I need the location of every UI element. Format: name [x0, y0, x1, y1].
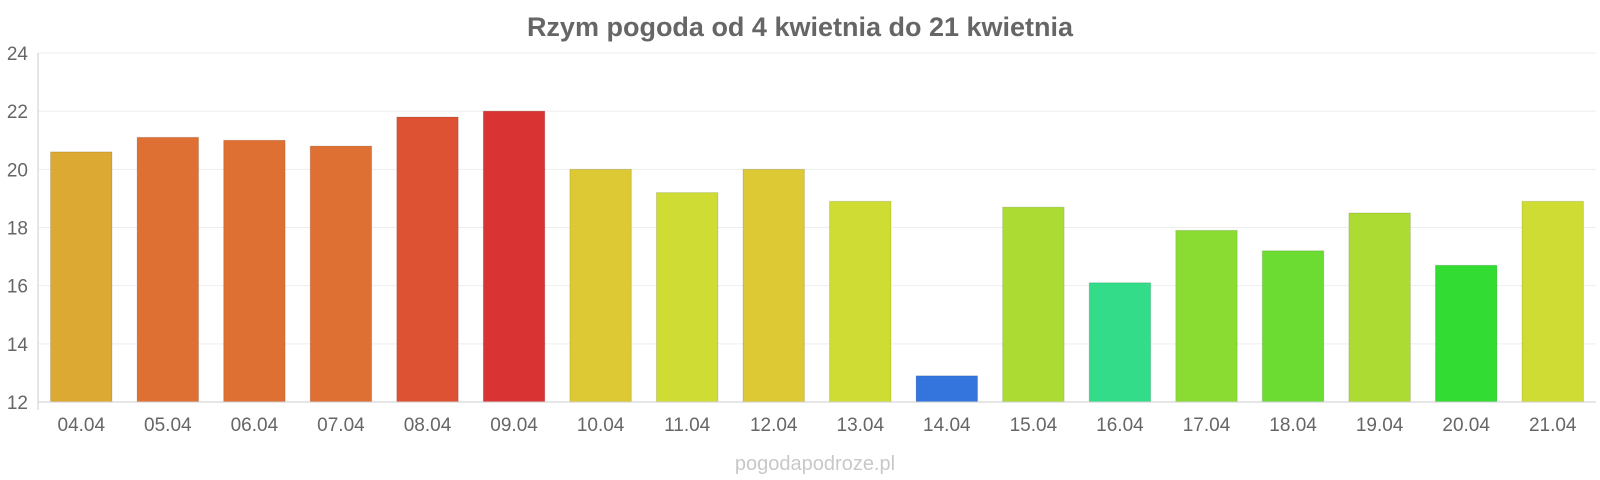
y-tick-label: 24: [7, 44, 29, 65]
x-tick-label: 19.04: [1356, 415, 1404, 436]
x-tick-label: 13.04: [837, 415, 885, 436]
y-tick-label: 18: [7, 219, 28, 240]
y-axis: 12 14 16 18 20 22 24: [7, 44, 39, 414]
bar-12.04: [742, 168, 805, 403]
bar-07.04: [309, 145, 373, 403]
x-tick-label: 08.04: [404, 415, 452, 436]
x-tick-label: 21.04: [1529, 415, 1577, 436]
bar-16.04: [1088, 282, 1152, 403]
x-tick-label: 10.04: [577, 415, 625, 436]
x-tick-label: 15.04: [1010, 415, 1058, 436]
bar-15.04: [1002, 206, 1065, 403]
bar-04.04: [50, 151, 113, 403]
bar-11.04: [655, 192, 719, 403]
bar-17.04: [1175, 229, 1238, 403]
bar-18.04: [1261, 250, 1325, 403]
x-tick-label: 09.04: [490, 415, 538, 436]
bar-09.04: [482, 110, 546, 403]
bar-05.04: [136, 136, 200, 403]
y-tick-label: 14: [7, 335, 29, 356]
y-tick-label: 20: [7, 160, 28, 181]
x-tick-label: 16.04: [1096, 415, 1144, 436]
bar-10.04: [569, 168, 632, 403]
x-tick-label: 04.04: [58, 415, 106, 436]
x-tick-label: 17.04: [1183, 415, 1231, 436]
x-tick-label: 05.04: [144, 415, 192, 436]
x-tick-label: 12.04: [750, 415, 798, 436]
x-tick-label: 07.04: [317, 415, 365, 436]
bar-14.04: [915, 375, 979, 403]
chart-title: Rzym pogoda od 4 kwietnia do 21 kwietnia: [527, 12, 1074, 42]
bar-21.04: [1521, 200, 1584, 403]
y-tick-label: 12: [7, 393, 28, 414]
x-tick-label: 06.04: [231, 415, 279, 436]
bar-06.04: [223, 139, 286, 403]
grid-lines: [38, 52, 1596, 345]
watermark: pogodapodroze.pl: [735, 453, 895, 475]
bar-08.04: [396, 116, 459, 403]
bar-19.04: [1348, 212, 1411, 403]
y-tick-label: 16: [7, 277, 28, 298]
x-axis: 04.04 05.04 06.04 07.04 08.04 09.04 10.04 11.04…: [38, 401, 1596, 436]
x-tick-label: 20.04: [1442, 415, 1490, 436]
x-tick-label: 11.04: [664, 415, 711, 436]
y-tick-label: 22: [7, 102, 28, 123]
bar-20.04: [1434, 264, 1498, 403]
bar-13.04: [829, 200, 892, 403]
x-tick-label: 18.04: [1269, 415, 1317, 436]
x-tick-label: 14.04: [923, 415, 971, 436]
bars: [50, 110, 1584, 403]
